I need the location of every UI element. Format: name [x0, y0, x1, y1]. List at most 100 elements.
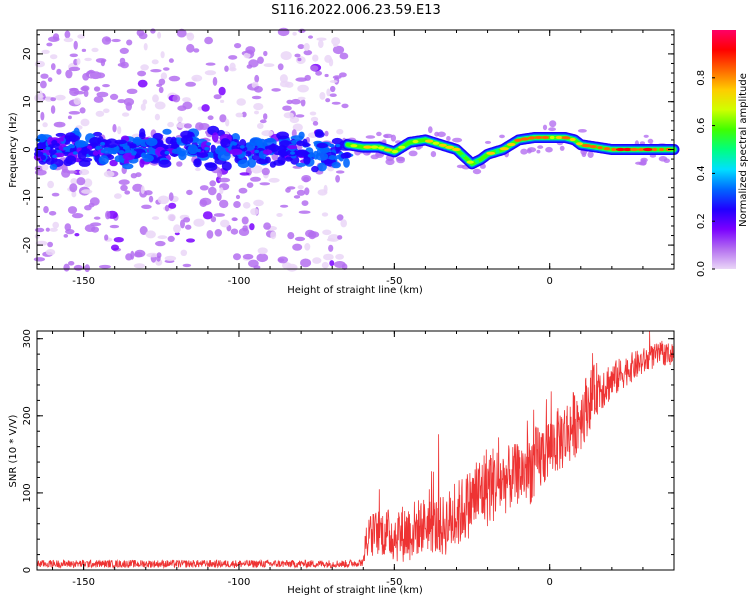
track-halo [390, 134, 396, 142]
track-peak [398, 145, 406, 149]
noise-blob [164, 255, 177, 262]
noise-blob [300, 99, 306, 107]
track-halo [658, 156, 668, 162]
noise-band-blob [340, 152, 349, 159]
noise-blob [254, 74, 260, 83]
noise-band-blob [158, 159, 172, 168]
noise-blob [319, 92, 326, 100]
noise-blob [282, 105, 292, 111]
noise-blob [206, 230, 214, 239]
track-peak [520, 137, 530, 141]
noise-band-blob [331, 161, 341, 169]
colorbar-tick-label: 0.0 [696, 261, 707, 277]
noise-blob [219, 187, 224, 195]
noise-blob [156, 252, 162, 259]
noise-blob [71, 213, 84, 219]
noise-band-blob [215, 146, 226, 155]
noise-blob [54, 94, 66, 101]
track-peak [514, 138, 522, 142]
noise-band-blob [194, 158, 201, 166]
noise-blob [193, 218, 205, 227]
noise-blob [77, 34, 85, 39]
noise-blob [199, 197, 212, 206]
noise-blob [294, 53, 301, 58]
noise-blob [207, 115, 214, 120]
noise-band-blob [92, 131, 103, 137]
noise-blob [329, 260, 335, 267]
noise-blob [61, 168, 71, 178]
noise-blob [304, 243, 311, 251]
track-peak [643, 147, 653, 152]
noise-blob [287, 232, 295, 240]
track-halo [428, 126, 433, 134]
noise-blob [315, 70, 322, 76]
noise-blob [251, 95, 262, 100]
noise-blob [193, 77, 198, 82]
noise-blob [277, 27, 290, 37]
noise-blob [335, 170, 345, 174]
noise-blob [133, 263, 146, 269]
snr-ylabel: SNR (10 * V/V) [8, 414, 19, 487]
noise-band-blob [51, 139, 58, 146]
noise-band-blob [74, 140, 87, 148]
noise-blob [261, 130, 274, 137]
noise-blob [172, 94, 181, 103]
noise-blob [65, 229, 75, 235]
y-tick-label: 20 [22, 48, 33, 61]
track-halo [549, 120, 557, 128]
noise-blob [261, 167, 270, 176]
colorbar-tick-label: 0.8 [696, 70, 707, 86]
noise-band-blob [114, 155, 125, 163]
noise-band-blob [187, 144, 199, 155]
noise-band-blob [95, 145, 103, 150]
track-halo [484, 140, 492, 144]
track-halo [542, 124, 548, 131]
noise-blob [185, 32, 193, 37]
y-tick-label: -20 [22, 237, 33, 253]
noise-band-blob [237, 159, 250, 169]
x-tick-label: -100 [228, 276, 251, 287]
noise-blob [102, 84, 110, 88]
noise-blob [84, 57, 92, 62]
noise-blob [242, 253, 254, 260]
noise-blob [83, 89, 89, 97]
noise-blob [341, 103, 349, 109]
noise-blob [218, 177, 231, 183]
noise-peak [52, 154, 58, 159]
noise-band-blob [220, 138, 231, 148]
noise-blob [296, 189, 306, 196]
track-peak [637, 147, 645, 152]
noise-blob [329, 93, 337, 97]
noise-blob [236, 98, 246, 106]
noise-blob [297, 185, 304, 190]
noise-band-blob [45, 158, 55, 165]
noise-band-blob [81, 146, 88, 156]
noise-blob [318, 39, 324, 49]
noise-blob [205, 62, 216, 66]
noise-band-blob [269, 161, 276, 168]
noise-blob [202, 211, 213, 220]
noise-blob [245, 46, 256, 54]
track-peak [486, 151, 496, 155]
noise-blob [186, 189, 193, 196]
track-peak [378, 146, 385, 150]
noise-blob [335, 253, 344, 260]
track-peak [541, 135, 550, 140]
noise-blob [167, 235, 175, 242]
noise-blob [99, 264, 111, 269]
noise-blob [220, 99, 225, 103]
noise-blob [233, 201, 241, 208]
noise-blob [304, 187, 310, 196]
noise-blob [132, 183, 144, 192]
noise-blob [50, 54, 58, 60]
noise-blob [339, 72, 347, 78]
noise-blob [48, 211, 57, 216]
noise-blob [304, 74, 312, 81]
noise-blob [259, 119, 267, 124]
noise-band-blob [162, 128, 172, 135]
noise-blob [253, 86, 263, 93]
noise-blob [63, 37, 74, 43]
noise-blob [173, 224, 181, 234]
noise-blob [167, 121, 175, 128]
noise-blob [340, 219, 348, 228]
